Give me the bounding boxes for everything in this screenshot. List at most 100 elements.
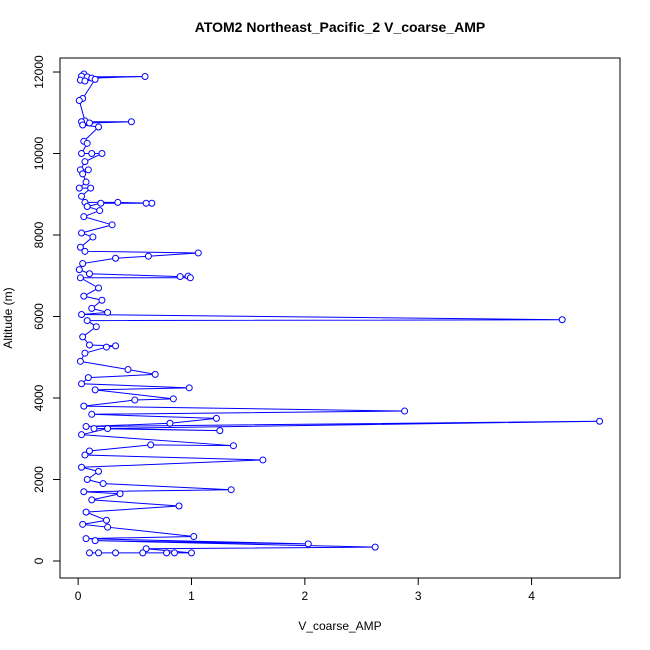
data-point [80,213,88,221]
data-point [147,441,155,449]
data-point [194,249,202,257]
data-point [596,417,604,425]
x-tick-label: 1 [188,589,195,603]
data-point [82,535,90,543]
data-point [83,317,91,325]
data-point [144,252,152,260]
data-point [104,308,112,316]
data-point [85,341,93,349]
data-point [401,407,409,415]
data-point [97,199,105,207]
x-axis-label: V_coarse_AMP [298,619,381,633]
data-point [95,123,103,131]
x-tick-label: 3 [415,589,422,603]
data-point [79,121,87,129]
data-point [127,118,135,126]
data-point [91,75,99,83]
data-point [186,274,194,282]
data-point [104,425,112,433]
data-point [99,480,107,488]
data-point [116,490,124,498]
data-line [77,73,600,554]
data-point [98,150,106,158]
data-point [102,343,110,351]
data-point [75,184,83,192]
data-point [91,537,99,545]
data-point [88,150,96,158]
data-point [80,292,88,300]
y-tick-label: 6000 [32,303,46,330]
data-point [95,467,103,475]
data-point [83,139,91,147]
data-point [84,166,92,174]
y-tick-label: 4000 [32,384,46,411]
data-point [79,170,87,178]
data-point [151,370,159,378]
data-point [91,386,99,394]
data-point [82,178,90,186]
data-point [81,77,89,85]
data-point [166,419,174,427]
data-point [124,365,132,373]
x-tick-label: 0 [75,589,82,603]
x-tick-label: 4 [528,589,535,603]
data-point [176,273,184,281]
data-point [76,243,84,251]
data-point [141,73,149,81]
data-point [83,202,91,210]
data-point [558,316,566,324]
data-point [79,333,87,341]
data-point [190,533,198,541]
data-point [108,221,116,229]
data-point [85,549,93,557]
data-point [76,357,84,365]
data-point [170,549,178,557]
data-point [85,447,93,455]
data-point [88,496,96,504]
data-point [304,540,312,548]
data-point [78,431,86,439]
data-point [229,442,237,450]
data-point [78,150,86,158]
data-point [371,543,379,551]
data-point [112,549,120,557]
data-point [227,486,235,494]
data-point [114,198,122,206]
data-point [83,476,91,484]
data-point [75,266,83,274]
data-point [95,284,103,292]
y-axis-label: Altitude (m) [1,287,15,348]
data-point [185,384,193,392]
data-point [259,456,267,464]
data-point [88,410,96,418]
data-point [78,463,86,471]
y-tick-label: 8000 [32,221,46,248]
data-point [81,349,89,357]
data-point [112,342,120,350]
data-point [102,516,110,524]
y-tick-label: 12000 [32,55,46,89]
data-point [79,520,87,528]
data-point [80,488,88,496]
data-point [78,380,86,388]
data-point [82,508,90,516]
data-point [89,233,97,241]
data-point [163,549,171,557]
data-point [112,254,120,262]
y-tick-label: 10000 [32,137,46,171]
data-point [131,396,139,404]
data-point [90,425,98,433]
data-point [85,270,93,278]
data-point [96,207,104,215]
data-point [81,158,89,166]
data-point [85,119,93,127]
data-point [148,199,156,207]
data-point [212,414,220,422]
data-point [87,184,95,192]
data-point [81,247,89,255]
data-point [79,260,87,268]
data-point [78,229,86,237]
data-point [80,402,88,410]
data-point [92,323,100,331]
